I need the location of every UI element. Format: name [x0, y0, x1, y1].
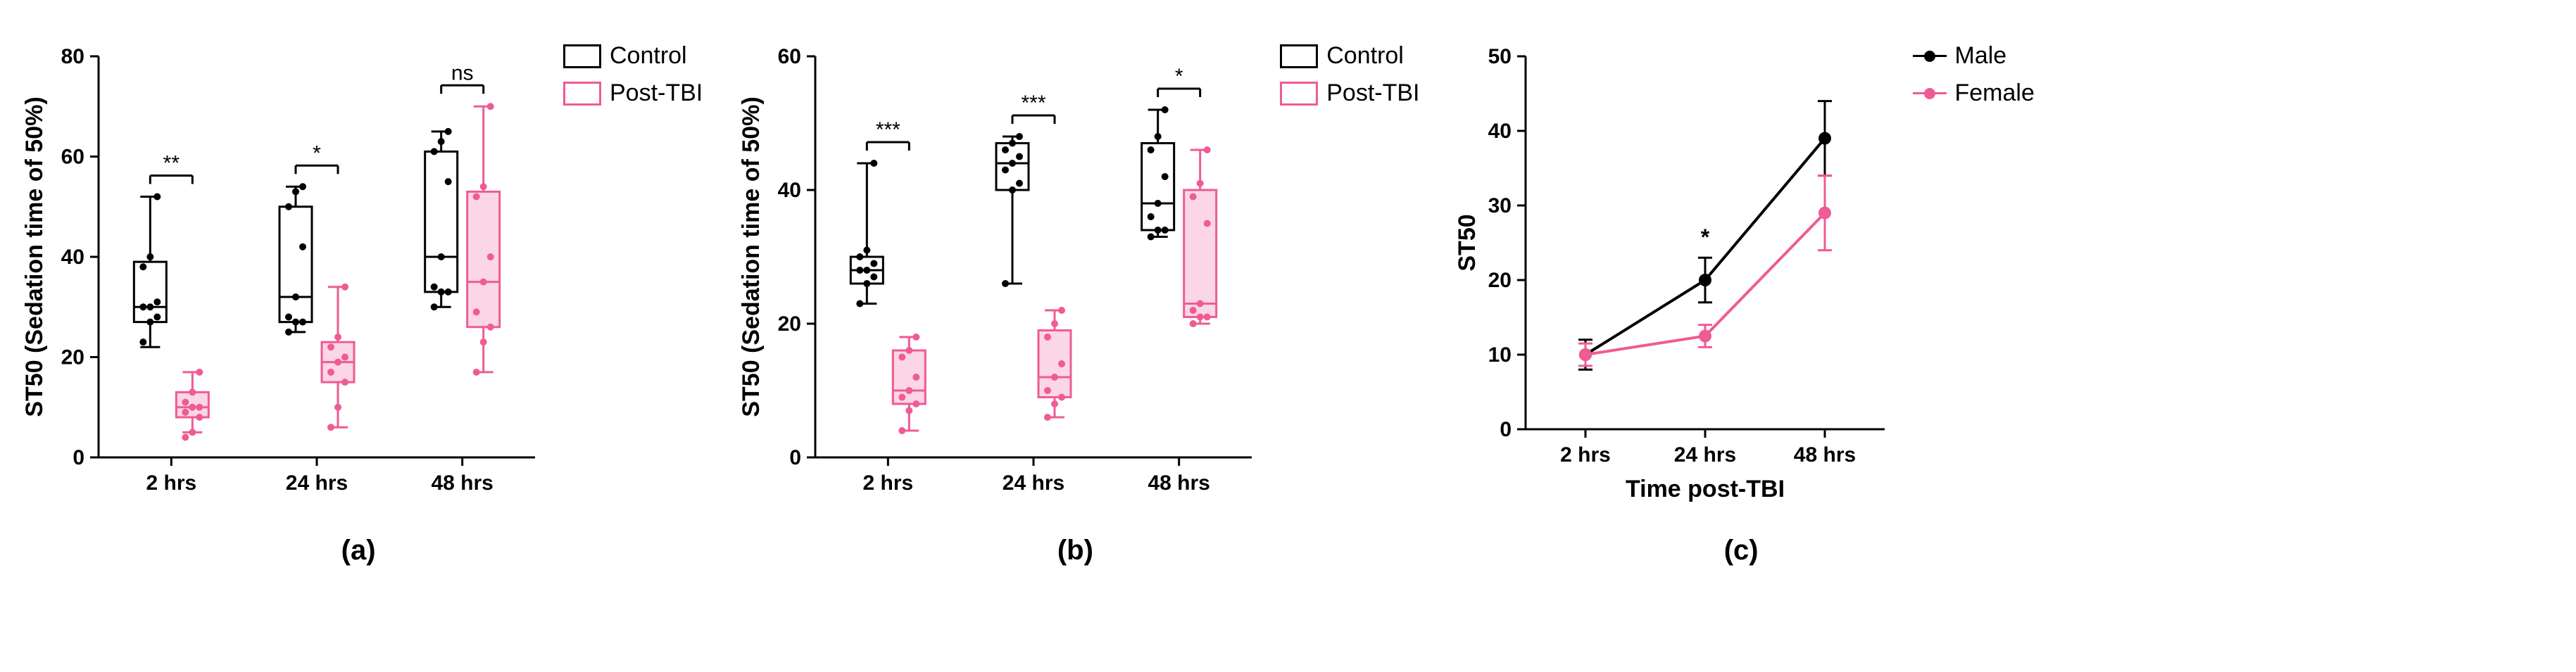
legend-a-control: Control: [563, 42, 703, 70]
svg-text:48 hrs: 48 hrs: [1793, 443, 1855, 467]
svg-text:*: *: [1700, 224, 1709, 250]
svg-text:*: *: [313, 141, 321, 165]
svg-text:Time post-TBI: Time post-TBI: [1625, 476, 1784, 502]
legend-label: Female: [1955, 80, 2035, 107]
legend-label: Post-TBI: [610, 80, 703, 107]
svg-text:2 hrs: 2 hrs: [146, 471, 196, 495]
legend-label: Post-TBI: [1326, 80, 1419, 107]
legend-c: Male Female: [1899, 14, 2035, 107]
legend-c-male: Male: [1913, 42, 2035, 70]
svg-text:10: 10: [1488, 343, 1511, 367]
legend-b-tbi: Post-TBI: [1280, 80, 1419, 107]
legend-a-tbi: Post-TBI: [563, 80, 703, 107]
svg-text:20: 20: [61, 346, 84, 369]
svg-text:2 hrs: 2 hrs: [1560, 443, 1611, 467]
panel-a: 0 20 40 60 80 ST50 (Sedation time of 50%) 2 hr…: [14, 14, 703, 566]
svg-text:ns: ns: [451, 61, 474, 84]
svg-text:20: 20: [778, 312, 801, 336]
svg-text:0: 0: [73, 446, 84, 469]
svg-text:60: 60: [61, 146, 84, 169]
legend-label: Control: [610, 42, 687, 70]
chart-a: 0 20 40 60 80 ST50 (Sedation time of 50%) 2 hr…: [14, 14, 549, 521]
svg-text:ST50 (Sedation time of 50%): ST50 (Sedation time of 50%): [21, 96, 48, 417]
legend-label: Control: [1326, 42, 1404, 70]
svg-text:2 hrs: 2 hrs: [863, 471, 914, 495]
legend-marker-male: [1913, 51, 1947, 62]
legend-marker-female: [1913, 88, 1947, 99]
svg-text:48 hrs: 48 hrs: [431, 471, 493, 495]
svg-text:50: 50: [1488, 45, 1511, 68]
svg-text:24 hrs: 24 hrs: [1673, 443, 1735, 467]
svg-text:*: *: [1175, 65, 1183, 88]
svg-text:40: 40: [778, 179, 801, 202]
legend-c-female: Female: [1913, 80, 2035, 107]
panel-label-c: (c): [1724, 535, 1759, 566]
panel-label-a: (a): [341, 535, 376, 566]
legend-a: Control Post-TBI: [549, 14, 703, 107]
svg-text:60: 60: [778, 45, 801, 68]
svg-text:***: ***: [876, 118, 900, 141]
legend-label: Male: [1955, 42, 2007, 70]
svg-text:24 hrs: 24 hrs: [1003, 471, 1064, 495]
figure-root: 0 20 40 60 80 ST50 (Sedation time of 50%) 2 hr…: [0, 0, 2576, 581]
svg-text:***: ***: [1022, 91, 1046, 115]
svg-text:ST50: ST50: [1454, 214, 1481, 271]
svg-text:0: 0: [790, 446, 802, 469]
svg-text:80: 80: [61, 45, 84, 68]
svg-text:24 hrs: 24 hrs: [286, 471, 348, 495]
legend-box-control: [1280, 44, 1318, 68]
legend-box-tbi: [1280, 82, 1318, 106]
legend-box-control: [563, 44, 601, 68]
svg-text:40: 40: [61, 246, 84, 269]
legend-b: Control Post-TBI: [1266, 14, 1419, 107]
chart-b: 0 20 40 60 ST50 (Sedation time of 50%) 2 hrs *…: [731, 14, 1266, 521]
panel-c: 0 10 20 30 40 50 ST50 2 hrs 24 hrs 48 hrs Time pos…: [1448, 14, 2035, 566]
legend-b-control: Control: [1280, 42, 1419, 70]
panel-label-b: (b): [1057, 535, 1093, 566]
svg-text:20: 20: [1488, 269, 1511, 292]
legend-box-tbi: [563, 82, 601, 106]
panel-b: 0 20 40 60 ST50 (Sedation time of 50%) 2 hrs *…: [731, 14, 1419, 566]
svg-text:0: 0: [1500, 418, 1512, 441]
svg-text:40: 40: [1488, 120, 1511, 143]
svg-text:48 hrs: 48 hrs: [1148, 471, 1210, 495]
svg-text:**: **: [163, 152, 180, 175]
svg-text:30: 30: [1488, 194, 1511, 217]
svg-text:ST50 (Sedation time of 50%): ST50 (Sedation time of 50%): [738, 96, 765, 417]
chart-c: 0 10 20 30 40 50 ST50 2 hrs 24 hrs 48 hrs Time pos…: [1448, 14, 1899, 521]
